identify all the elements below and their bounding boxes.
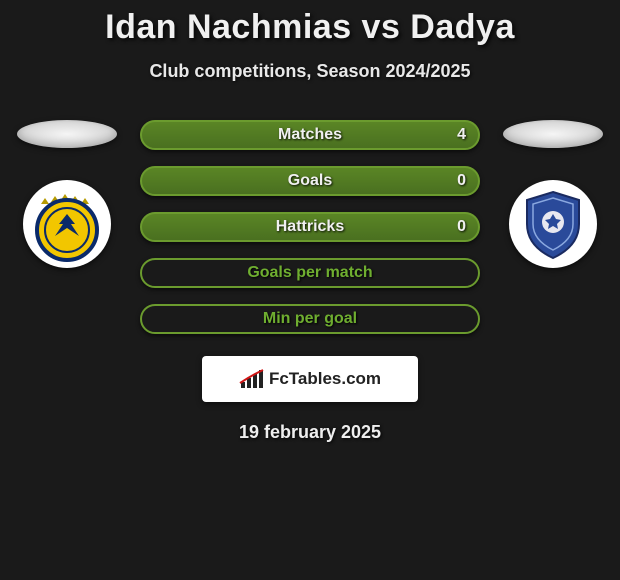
stat-label: Matches bbox=[278, 126, 342, 144]
stat-bar-goals-per-match: Goals per match bbox=[140, 258, 480, 288]
stats-column: Matches 4 Goals 0 Hattricks 0 Goals per … bbox=[140, 120, 480, 334]
page-title: Idan Nachmias vs Dadya bbox=[0, 8, 620, 47]
right-column bbox=[498, 120, 608, 268]
comparison-card: Idan Nachmias vs Dadya Club competitions… bbox=[0, 0, 620, 443]
chart-icon bbox=[239, 368, 267, 390]
right-club-badge bbox=[509, 180, 597, 268]
page-subtitle: Club competitions, Season 2024/2025 bbox=[0, 61, 620, 82]
left-column bbox=[12, 120, 122, 268]
stat-bar-matches: Matches 4 bbox=[140, 120, 480, 150]
stat-bar-goals: Goals 0 bbox=[140, 166, 480, 196]
stat-value-right: 4 bbox=[457, 126, 466, 144]
stat-value-right: 0 bbox=[457, 172, 466, 190]
brand-label: FcTables.com bbox=[269, 369, 381, 389]
right-player-placeholder bbox=[503, 120, 603, 148]
brand-box[interactable]: FcTables.com bbox=[202, 356, 418, 402]
maccabi-badge-icon bbox=[27, 184, 107, 264]
stat-label: Goals per match bbox=[247, 264, 372, 282]
stat-label: Hattricks bbox=[276, 218, 344, 236]
stat-bar-hattricks: Hattricks 0 bbox=[140, 212, 480, 242]
stat-bar-min-per-goal: Min per goal bbox=[140, 304, 480, 334]
main-row: Matches 4 Goals 0 Hattricks 0 Goals per … bbox=[0, 120, 620, 334]
left-club-badge bbox=[23, 180, 111, 268]
left-player-placeholder bbox=[17, 120, 117, 148]
stat-label: Min per goal bbox=[263, 310, 357, 328]
stat-label: Goals bbox=[288, 172, 332, 190]
shield-badge-icon bbox=[513, 184, 593, 264]
stat-value-right: 0 bbox=[457, 218, 466, 236]
date-line: 19 february 2025 bbox=[0, 422, 620, 443]
